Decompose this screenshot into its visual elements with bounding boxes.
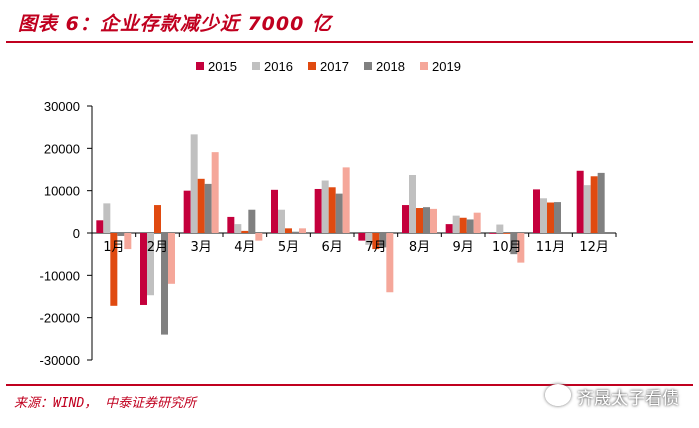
bar-2018-4月: [248, 209, 256, 233]
legend-swatch-2019: [420, 62, 428, 70]
bar-2018-1月: [117, 233, 125, 236]
bar-2017-5月: [285, 228, 292, 233]
bar-2015-6月: [314, 188, 322, 233]
x-tick-label: 4月: [234, 240, 255, 255]
bar-2017-2月: [154, 205, 161, 233]
bar-2017-8月: [416, 208, 423, 233]
bar-2016-1月: [103, 203, 111, 233]
y-tick-label: -30000: [40, 353, 80, 368]
bar-2018-7月: [379, 233, 387, 248]
bar-2019-9月: [473, 212, 481, 233]
bar-2016-10月: [496, 224, 504, 233]
figure-title: 图表 6：企业存款减少近 7000 亿: [18, 13, 332, 35]
bar-2016-7月: [365, 233, 373, 245]
legend-swatch-2018: [364, 62, 372, 70]
bar-2017-1月: [110, 233, 118, 306]
bar-2018-2月: [161, 233, 168, 335]
y-tick-label: -20000: [40, 311, 80, 326]
legend-label-2019: 2019: [432, 59, 461, 74]
bar-2016-11月: [540, 198, 547, 233]
bar-2019-3月: [211, 152, 219, 233]
bar-2019-2月: [168, 233, 175, 284]
bar-2017-10月: [503, 233, 511, 234]
x-tick-label: 8月: [409, 240, 430, 255]
bar-2017-3月: [197, 178, 205, 233]
legend-label-2015: 2015: [208, 59, 237, 74]
x-tick-label: 10月: [492, 240, 522, 255]
bar-2015-4月: [227, 216, 235, 233]
bar-2018-12月: [597, 172, 605, 233]
x-tick-label: 5月: [278, 240, 299, 255]
bar-2015-2月: [140, 233, 147, 305]
y-tick-label: 10000: [44, 184, 80, 199]
bar-2016-12月: [583, 185, 591, 233]
bar-2015-7月: [358, 233, 366, 241]
bar-2017-9月: [459, 217, 467, 233]
bar-2018-11月: [554, 202, 561, 233]
x-tick-label: 7月: [365, 240, 386, 255]
bar-2019-7月: [386, 233, 394, 293]
bar-2018-10月: [510, 233, 518, 255]
legend-label-2016: 2016: [264, 59, 293, 74]
bar-2018-6月: [335, 193, 343, 233]
bar-2017-12月: [590, 176, 598, 233]
bar-2017-7月: [372, 233, 380, 250]
bar-2018-9月: [466, 219, 474, 233]
figure-header: 图表 6：企业存款减少近 7000 亿: [0, 0, 699, 44]
x-tick-label: 6月: [322, 240, 343, 255]
bar-2015-3月: [183, 190, 191, 233]
x-tick-label: 3月: [191, 240, 212, 255]
bar-2015-12月: [576, 170, 584, 233]
watermark: 齐晟太子看债: [545, 384, 679, 409]
watermark-text: 齐晟太子看债: [577, 389, 679, 409]
bar-2016-2月: [147, 233, 154, 296]
bar-2015-1月: [96, 220, 104, 233]
bar-2016-4月: [234, 224, 242, 233]
footer-divider: [6, 384, 693, 386]
bar-2017-6月: [328, 187, 336, 233]
bar-2018-8月: [423, 207, 430, 233]
bar-2016-3月: [190, 134, 198, 233]
x-tick-label: 9月: [453, 240, 474, 255]
bar-2019-5月: [299, 228, 306, 233]
legend-label-2017: 2017: [320, 59, 349, 74]
x-tick-label: 2月: [147, 240, 168, 255]
bar-2015-9月: [445, 224, 453, 233]
bar-2015-11月: [533, 189, 540, 233]
bar-2018-5月: [292, 231, 299, 233]
bar-2019-6月: [342, 167, 350, 233]
x-tick-label: 1月: [103, 240, 124, 255]
x-tick-label: 12月: [579, 240, 609, 255]
bar-2016-8月: [409, 175, 416, 233]
bar-2019-8月: [430, 208, 437, 233]
bar-chart: 2015 2016 2017 2018 2019 -30000 -20000 -10000 0 1…: [40, 59, 617, 368]
bar-2017-4月: [241, 230, 249, 233]
y-tick-label: 0: [73, 226, 80, 241]
bar-2019-4月: [255, 233, 263, 241]
bar-2016-9月: [452, 215, 460, 233]
x-tick-label: 11月: [536, 240, 566, 255]
y-tick-label: -10000: [40, 268, 80, 283]
legend-swatch-2017: [308, 62, 316, 70]
bar-2016-6月: [321, 180, 329, 233]
bar-2015-10月: [489, 233, 497, 234]
title-divider: [6, 41, 693, 43]
wechat-logo-icon: [545, 384, 571, 406]
bar-2017-11月: [547, 202, 554, 233]
bar-2019-1月: [124, 233, 132, 250]
source-note: 来源：WIND， 中泰证券研究所: [14, 396, 197, 411]
legend-swatch-2015: [196, 62, 204, 70]
bar-2015-8月: [402, 205, 409, 233]
y-tick-label: 20000: [44, 141, 80, 156]
bar-2015-5月: [271, 189, 278, 233]
bar-2019-10月: [517, 233, 525, 263]
y-tick-label: 30000: [44, 99, 80, 114]
legend-swatch-2016: [252, 62, 260, 70]
bar-2016-5月: [278, 209, 285, 233]
legend-label-2018: 2018: [376, 59, 405, 74]
bar-2018-3月: [204, 183, 212, 233]
